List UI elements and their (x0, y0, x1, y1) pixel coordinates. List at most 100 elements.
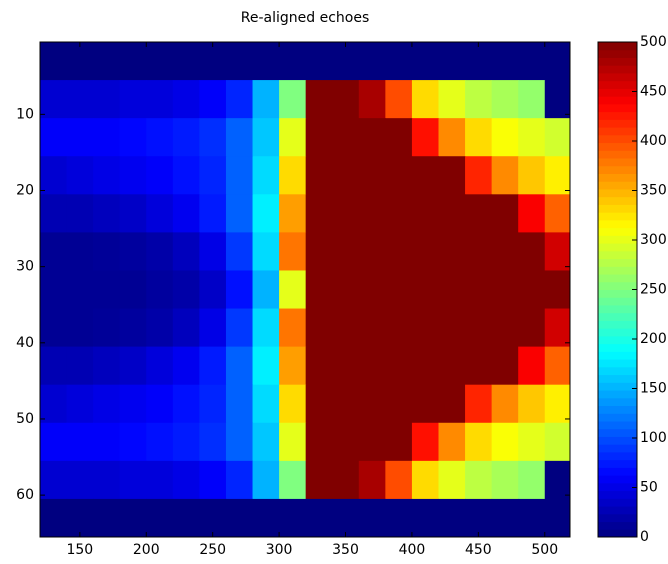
colorbar-step (598, 390, 637, 399)
heat-cell (438, 270, 466, 310)
heat-cell (225, 156, 254, 195)
y-tick-label: 60 (16, 487, 34, 503)
heat-cell (332, 498, 360, 537)
heat-cell (465, 118, 493, 157)
heat-cell (279, 384, 307, 424)
x-tick-label: 450 (465, 542, 492, 558)
heat-cell (518, 156, 546, 195)
heat-cell (66, 308, 94, 348)
heat-cell (544, 308, 570, 348)
heat-cell (199, 270, 227, 310)
colorbar-step (598, 250, 637, 260)
heat-cell (358, 346, 386, 386)
y-tick-label: 30 (16, 259, 34, 275)
heat-cell (332, 346, 360, 386)
colorbar-step (598, 405, 637, 414)
heat-cell (199, 384, 227, 424)
heat-cell (544, 232, 570, 271)
heat-cell (146, 308, 174, 348)
heat-cell (411, 498, 439, 537)
x-tick-label: 350 (332, 542, 359, 558)
heat-cell (172, 270, 200, 310)
heat-cell (225, 232, 254, 271)
heat-cell (491, 118, 519, 157)
heat-cell (199, 80, 227, 119)
heat-cell (119, 308, 147, 348)
heat-cell (544, 80, 570, 119)
heat-cell (385, 422, 413, 462)
heat-cell (438, 232, 466, 271)
heat-cell (279, 156, 307, 195)
colorbar-step (598, 165, 637, 174)
colorbar-step (598, 328, 637, 337)
colorbar-step (598, 188, 637, 198)
heat-cell (40, 460, 68, 500)
heat-cell (225, 194, 254, 233)
heat-cell (518, 270, 546, 310)
colorbar-step (598, 436, 637, 445)
colorbar-step (598, 428, 637, 437)
colorbar-step (598, 65, 637, 74)
heat-cell (225, 80, 254, 119)
heat-cell (518, 42, 546, 81)
heatmap (40, 42, 570, 537)
x-tick-label: 200 (133, 542, 160, 558)
heat-cell (465, 270, 493, 310)
heat-cell (491, 156, 519, 195)
heat-cell (305, 384, 333, 424)
heat-cell (411, 460, 439, 500)
heat-cell (544, 118, 570, 157)
colorbar-step (598, 111, 637, 120)
heat-cell (252, 270, 280, 310)
heat-cell (93, 42, 121, 81)
colorbar-step (598, 134, 637, 144)
heat-cell (93, 194, 121, 233)
heat-cell (279, 422, 307, 462)
heat-cell (146, 460, 174, 500)
heat-cell (93, 80, 121, 119)
heat-cell (199, 346, 227, 386)
heat-cell (411, 422, 439, 462)
heat-cell (93, 498, 121, 537)
heat-cell (518, 346, 546, 386)
heat-cell (491, 232, 519, 271)
heat-cell (146, 422, 174, 462)
colorbar-step (598, 150, 637, 159)
colorbar-tick-label: 150 (640, 381, 667, 397)
heat-cell (93, 422, 121, 462)
heat-cell (172, 460, 200, 500)
heat-cell (491, 460, 519, 500)
colorbar-step (598, 320, 637, 329)
heat-cell (199, 460, 227, 500)
colorbar-step (598, 142, 637, 151)
heat-cell (544, 270, 570, 310)
heat-cell (279, 42, 307, 81)
heat-cell (518, 460, 546, 500)
heat-cell (279, 346, 307, 386)
heat-cell (252, 118, 280, 157)
heat-cell (252, 346, 280, 386)
heat-cell (332, 118, 360, 157)
colorbar-step (598, 312, 637, 321)
heat-cell (119, 346, 147, 386)
colorbar-step (598, 103, 637, 113)
colorbar-step (598, 498, 637, 507)
colorbar-step (598, 521, 637, 530)
heat-cell (438, 460, 466, 500)
heat-cell (172, 42, 200, 81)
heat-cell (119, 498, 147, 537)
heat-cell (93, 384, 121, 424)
heat-cell (146, 384, 174, 424)
x-tick-label: 300 (266, 542, 293, 558)
heat-cell (40, 308, 68, 348)
heat-cell (225, 384, 254, 424)
heat-cell (66, 232, 94, 271)
y-tick-label: 50 (16, 411, 34, 427)
heat-cell (491, 346, 519, 386)
heat-cell (465, 422, 493, 462)
heat-cell (358, 384, 386, 424)
colorbar-step (598, 335, 637, 345)
heat-cell (146, 156, 174, 195)
colorbar-step (598, 343, 637, 352)
